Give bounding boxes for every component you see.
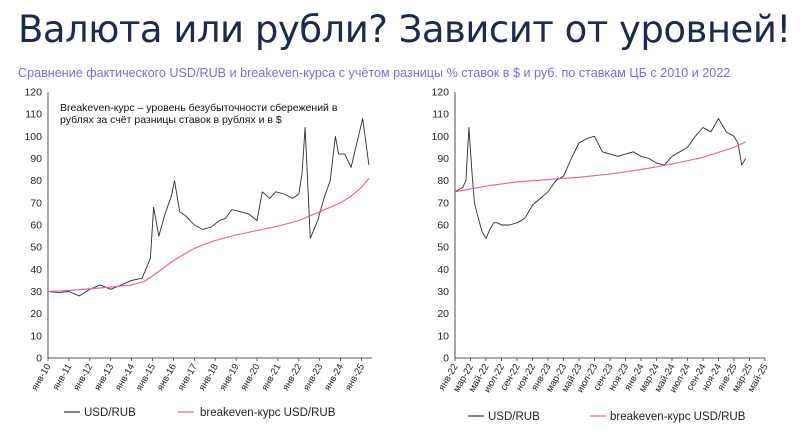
left-y-tick-label: 110 — [25, 109, 42, 121]
right-legend: USD/RUB breakeven-курс USD/RUB — [468, 411, 746, 423]
left-x-tick-label: янв-10 — [29, 362, 53, 393]
page-title: Валюта или рубли? Зависит от уровней! — [18, 8, 791, 51]
right-series-usd-rub — [454, 118, 746, 239]
left-series — [47, 118, 370, 297]
left-y-tick-label: 10 — [30, 330, 42, 342]
right-chart: 0 10 20 30 40 50 60 70 80 90 100 110 120 янв-22мар-2… — [431, 87, 770, 395]
left-x-tick-label: янв-25 — [343, 362, 367, 393]
left-chart: 0 10 20 30 40 50 60 70 80 90 100 110 120 янв-10янв-1… — [24, 87, 372, 393]
left-x-ticks: янв-10янв-11янв-12янв-13янв-14янв-15янв-… — [29, 358, 367, 393]
left-y-tick-label: 120 — [24, 87, 42, 99]
right-y-tick-label: 30 — [437, 286, 449, 298]
legend-breakeven-label-right: breakeven-курс USD/RUB — [610, 411, 746, 423]
right-y-tick-label: 60 — [437, 220, 449, 232]
left-y-tick-label: 50 — [30, 242, 42, 254]
left-series-breakeven — [47, 178, 370, 293]
right-series — [454, 118, 746, 239]
right-y-tick-label: 0 — [443, 353, 449, 365]
left-y-tick-label: 30 — [30, 286, 42, 298]
left-y-tick-label: 40 — [30, 264, 42, 276]
right-y-tick-label: 100 — [431, 131, 449, 143]
right-y-tick-label: 20 — [437, 308, 449, 320]
right-y-tick-label: 90 — [437, 153, 449, 165]
right-y-tick-label: 110 — [432, 109, 449, 121]
legend-usd-label: USD/RUB — [84, 407, 136, 419]
left-y-tick-label: 20 — [30, 308, 42, 320]
left-series-usd-rub — [47, 118, 370, 297]
right-y-tick-label: 50 — [437, 242, 449, 254]
legend-breakeven-label: breakeven-курс USD/RUB — [200, 407, 336, 419]
left-y-tick-label: 80 — [30, 175, 42, 187]
right-y-tick-label: 70 — [437, 197, 449, 209]
right-y-tick-label: 80 — [437, 175, 449, 187]
page-subtitle: Сравнение фактического USD/RUB и breakev… — [18, 66, 731, 80]
right-y-tick-label: 10 — [437, 330, 449, 342]
right-y-ticks: 0 10 20 30 40 50 60 70 80 90 100 110 120 — [431, 87, 449, 365]
legend-usd-label-right: USD/RUB — [488, 411, 540, 423]
left-y-tick-label: 60 — [30, 220, 42, 232]
left-y-tick-label: 90 — [30, 153, 42, 165]
left-y-tick-label: 100 — [24, 131, 42, 143]
right-series-breakeven — [454, 141, 746, 193]
right-y-tick-label: 120 — [431, 87, 449, 99]
annotation-line-2: рублях за счёт разницы ставок в рублях и… — [60, 114, 282, 126]
left-legend: USD/RUB breakeven-курс USD/RUB — [64, 407, 336, 419]
left-y-ticks: 0 10 20 30 40 50 60 70 80 90 100 110 120 — [24, 87, 42, 365]
right-x-ticks: янв-22мар-22май-22июл-22сен-22ноя-22янв-… — [436, 358, 771, 395]
left-y-tick-label: 0 — [36, 353, 42, 365]
left-y-tick-label: 70 — [30, 197, 42, 209]
right-y-tick-label: 40 — [437, 264, 449, 276]
annotation-line-1: Breakeven-курс – уровень безубыточности … — [60, 102, 338, 114]
